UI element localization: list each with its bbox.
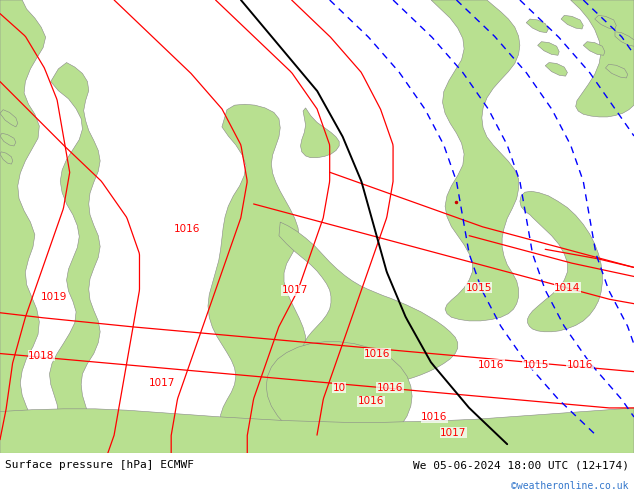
Text: 1018: 1018 (28, 351, 55, 361)
Polygon shape (0, 408, 634, 453)
Text: 1016: 1016 (421, 412, 448, 422)
Text: We 05-06-2024 18:00 UTC (12+174): We 05-06-2024 18:00 UTC (12+174) (413, 460, 629, 470)
Polygon shape (208, 104, 306, 453)
Polygon shape (0, 99, 22, 191)
Text: 1016: 1016 (478, 360, 505, 370)
Polygon shape (583, 42, 605, 55)
Text: 1017: 1017 (440, 428, 467, 438)
Polygon shape (431, 0, 520, 321)
Text: 1015: 1015 (465, 283, 492, 293)
Polygon shape (35, 63, 100, 453)
Text: 1017: 1017 (148, 378, 175, 388)
Polygon shape (545, 63, 567, 76)
Polygon shape (0, 36, 13, 102)
Polygon shape (0, 0, 46, 453)
Polygon shape (266, 342, 412, 453)
Text: 1016: 1016 (174, 224, 200, 234)
Polygon shape (595, 15, 616, 29)
Text: 1019: 1019 (41, 292, 67, 302)
Polygon shape (0, 133, 16, 146)
Text: 1016: 1016 (358, 396, 384, 406)
Text: ©weatheronline.co.uk: ©weatheronline.co.uk (512, 481, 629, 490)
Text: 1016: 1016 (377, 383, 403, 392)
Polygon shape (0, 152, 13, 164)
Polygon shape (605, 64, 628, 78)
Polygon shape (538, 42, 559, 55)
Text: 1017: 1017 (281, 285, 308, 295)
Polygon shape (526, 19, 548, 33)
Polygon shape (301, 108, 339, 158)
Text: 1016: 1016 (364, 348, 391, 359)
Polygon shape (571, 0, 634, 117)
Polygon shape (0, 110, 18, 127)
Text: 1014: 1014 (554, 283, 581, 293)
Polygon shape (279, 222, 458, 384)
Text: 10: 10 (333, 383, 346, 392)
Text: 1015: 1015 (522, 360, 549, 370)
Text: Surface pressure [hPa] ECMWF: Surface pressure [hPa] ECMWF (5, 460, 194, 470)
Polygon shape (520, 191, 602, 332)
Text: 1016: 1016 (567, 360, 593, 370)
Polygon shape (561, 15, 583, 29)
Polygon shape (615, 32, 634, 46)
